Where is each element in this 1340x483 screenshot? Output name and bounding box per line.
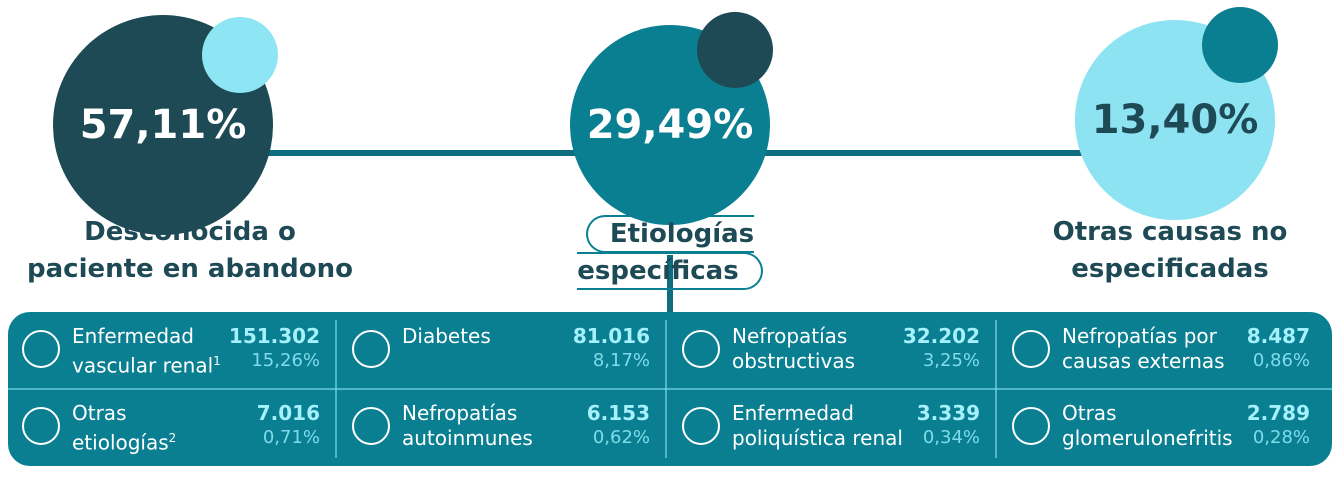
footnote-mark: 1 [213,354,221,368]
group-percent: 57,11% [79,102,247,148]
name-line: Nefropatías por [1062,324,1217,348]
name-line: vascular renal1 [72,353,221,378]
cell-count: 81.016 [572,324,650,348]
table-cell: Diabetes 81.016 8,17% [340,312,670,388]
cell-count: 32.202 [902,324,980,348]
table-cell: Enfermedad vascular renal1 151.302 15,26% [10,312,340,388]
name-line: Diabetes [402,324,491,348]
group-percent: 13,40% [1091,97,1259,143]
cell-icon [22,330,60,368]
cell-icon [1012,407,1050,445]
cell-percent: 3,25% [922,350,980,371]
name-line: Nefropatías [732,324,848,348]
label-line: Desconocida o [84,217,296,247]
name-line: Otras [72,401,127,425]
name-line: Enfermedad [72,324,194,348]
name-line: causas externas [1062,349,1225,373]
cell-percent: 0,71% [262,427,320,448]
table-cell: Otras glomerulonefritis 2.789 0,28% [1000,389,1330,465]
col-divider [665,320,667,458]
label-line: Otras causas no [1052,217,1288,247]
name-line: poliquística renal [732,426,903,450]
etiology-table: Enfermedad vascular renal1 151.302 15,26% Di… [8,312,1332,466]
cell-percent: 0,34% [922,427,980,448]
group-label: Otras causas no especificadas [990,214,1340,288]
name-line: Enfermedad [732,401,854,425]
cell-name: Otras glomerulonefritis [1062,401,1233,451]
cell-percent: 8,17% [592,350,650,371]
cell-count: 8.487 [1246,324,1310,348]
name-line: Otras [1062,401,1117,425]
name-line: obstructivas [732,349,855,373]
cell-name: Enfermedad vascular renal1 [72,324,221,379]
table-cell: Enfermedad poliquística renal 3.339 0,34% [670,389,1000,465]
group-label: Etiologías específicas [490,215,850,290]
cell-count: 151.302 [228,324,320,348]
icon-badge [1202,7,1278,83]
table-cell: Nefropatías obstructivas 32.202 3,25% [670,312,1000,388]
cell-percent: 0,28% [1252,427,1310,448]
table-cell: Nefropatías autoinmunes 6.153 0,62% [340,389,670,465]
group-percent: 29,49% [586,102,754,148]
cell-icon [682,407,720,445]
footnote-mark: 2 [168,431,177,445]
table-cell: Nefropatías por causas externas 8.487 0,86% [1000,312,1330,388]
cell-percent: 0,86% [1252,350,1310,371]
cell-percent: 0,62% [592,427,650,448]
label-pill: Etiologías específicas [577,215,763,290]
name-line: glomerulonefritis [1062,426,1233,450]
cell-name: Diabetes [402,324,491,349]
icon-badge [697,12,773,88]
cell-icon [22,407,60,445]
cell-name: Enfermedad poliquística renal [732,401,903,451]
table-cell: Otras etiologías2 7.016 0,71% [10,389,340,465]
cell-icon [352,407,390,445]
cell-name: Nefropatías por causas externas [1062,324,1225,374]
name-line: autoinmunes [402,426,533,450]
cell-icon [352,330,390,368]
row-divider [8,388,1332,390]
label-line: paciente en abandono [27,254,353,284]
name-line: Nefropatías [402,401,518,425]
cell-percent: 15,26% [251,350,320,371]
col-divider [995,320,997,458]
icon-badge [202,17,278,93]
cell-count: 2.789 [1246,401,1310,425]
cell-icon [1012,330,1050,368]
group-circle: 57,11% [53,15,273,235]
group-label: Desconocida o paciente en abandono [10,214,370,288]
cell-count: 3.339 [916,401,980,425]
cell-name: Nefropatías autoinmunes [402,401,533,451]
cell-count: 7.016 [256,401,320,425]
cell-name: Nefropatías obstructivas [732,324,855,374]
cell-name: Otras etiologías2 [72,401,176,456]
connector [667,255,673,315]
label-line: especificadas [1071,254,1269,284]
cell-count: 6.153 [586,401,650,425]
name-line: etiologías2 [72,430,177,455]
col-divider [335,320,337,458]
cell-icon [682,330,720,368]
